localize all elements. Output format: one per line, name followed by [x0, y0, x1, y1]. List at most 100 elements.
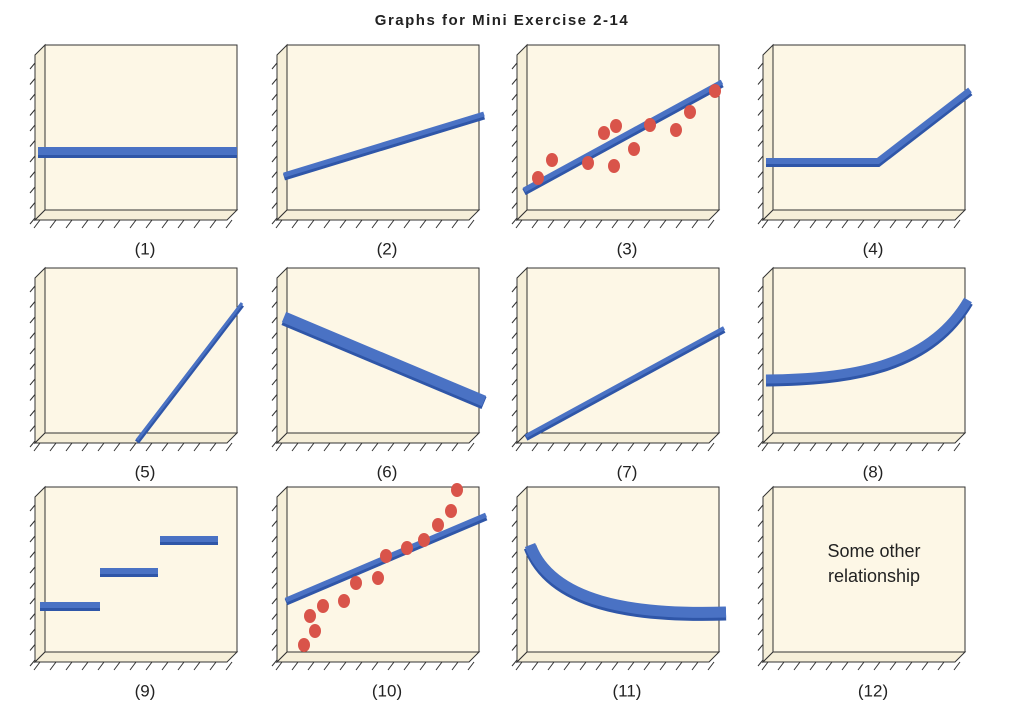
axis-tick — [29, 347, 36, 355]
axis-tick — [761, 442, 769, 452]
axis-tick — [757, 171, 764, 178]
axis-tick — [905, 219, 913, 229]
axis-tick — [643, 219, 651, 229]
axis-tick — [579, 661, 587, 671]
axis-tick — [595, 219, 603, 229]
axis-tick — [339, 219, 347, 229]
axis-tick — [809, 442, 817, 452]
dot — [684, 105, 696, 119]
axis-tick — [275, 219, 283, 229]
dot — [451, 483, 463, 497]
axis-tick — [451, 661, 459, 671]
axis-tick — [757, 316, 764, 324]
axis-tick — [225, 442, 233, 452]
axis-tick — [271, 301, 278, 308]
axis-tick — [905, 661, 913, 671]
axis-tick — [675, 661, 683, 671]
axis-tick — [271, 93, 278, 101]
axis-tick — [271, 78, 278, 85]
floor — [515, 209, 721, 221]
axis-tick — [757, 409, 764, 417]
panel-label: (10) — [372, 681, 402, 700]
axis-tick — [757, 140, 764, 147]
axis-tick — [707, 219, 715, 229]
axis-tick — [643, 661, 651, 671]
axis-tick — [81, 442, 89, 452]
axis-tick — [271, 535, 278, 543]
axis-tick — [889, 661, 897, 671]
panel-label: (1) — [135, 239, 156, 258]
left-wall — [516, 485, 528, 664]
axis-tick — [403, 442, 411, 452]
graph-panel: (6) — [271, 266, 487, 481]
axis-tick — [339, 661, 347, 671]
axis-tick — [451, 442, 459, 452]
axis-tick — [177, 661, 185, 671]
axis-tick — [757, 582, 764, 589]
axis-tick — [271, 202, 278, 209]
axis-tick — [161, 442, 169, 452]
axis-tick — [757, 217, 764, 225]
axis-tick — [675, 442, 683, 452]
axis-tick — [579, 219, 587, 229]
line — [765, 297, 972, 384]
axis-tick — [271, 440, 278, 448]
axis-tick — [611, 219, 619, 229]
axis-tick — [33, 442, 41, 452]
axis-tick — [563, 442, 571, 452]
axis-tick — [387, 661, 395, 671]
axis-tick — [81, 219, 89, 229]
axis-tick — [953, 661, 961, 671]
axis-tick — [757, 597, 764, 605]
graph-panel: (10) — [271, 483, 488, 700]
axis-tick — [29, 566, 36, 574]
axis-tick — [511, 363, 518, 370]
axis-tick — [29, 409, 36, 417]
line — [281, 311, 487, 407]
dot — [598, 126, 610, 140]
floor — [33, 209, 239, 221]
axis-tick — [291, 442, 299, 452]
line — [525, 326, 725, 438]
axis-tick — [675, 219, 683, 229]
axis-tick — [873, 661, 881, 671]
axis-tick — [403, 661, 411, 671]
axis-tick — [579, 442, 587, 452]
axis-tick — [29, 316, 36, 324]
axis-tick — [161, 219, 169, 229]
axis-tick — [193, 219, 201, 229]
panel-label: (7) — [617, 462, 638, 481]
axis-tick — [511, 378, 518, 386]
axis-tick — [627, 661, 635, 671]
axis-tick — [757, 347, 764, 355]
axis-tick — [355, 219, 363, 229]
axis-tick — [563, 661, 571, 671]
axis-tick — [435, 219, 443, 229]
axis-tick — [809, 661, 817, 671]
axis-tick — [29, 551, 36, 558]
axis-tick — [29, 597, 36, 605]
axis-tick — [29, 332, 36, 339]
axis-tick — [841, 442, 849, 452]
axis-tick — [387, 442, 395, 452]
axis-tick — [271, 155, 278, 163]
axis-tick — [921, 442, 929, 452]
axis-tick — [271, 409, 278, 417]
axis-tick — [757, 155, 764, 163]
floor — [515, 651, 721, 663]
axis-tick — [937, 661, 945, 671]
graph-panel: (5) — [29, 266, 244, 481]
axis-tick — [921, 219, 929, 229]
axis-tick — [547, 661, 555, 671]
panel-label: (6) — [377, 462, 398, 481]
dot — [670, 123, 682, 137]
floor — [275, 651, 481, 663]
axis-tick — [467, 661, 475, 671]
axis-tick — [905, 442, 913, 452]
graph-panel: (9) — [29, 485, 239, 700]
panel-label: (9) — [135, 681, 156, 700]
dot — [309, 624, 321, 638]
axis-tick — [511, 171, 518, 178]
line — [135, 302, 244, 441]
dot — [304, 609, 316, 623]
